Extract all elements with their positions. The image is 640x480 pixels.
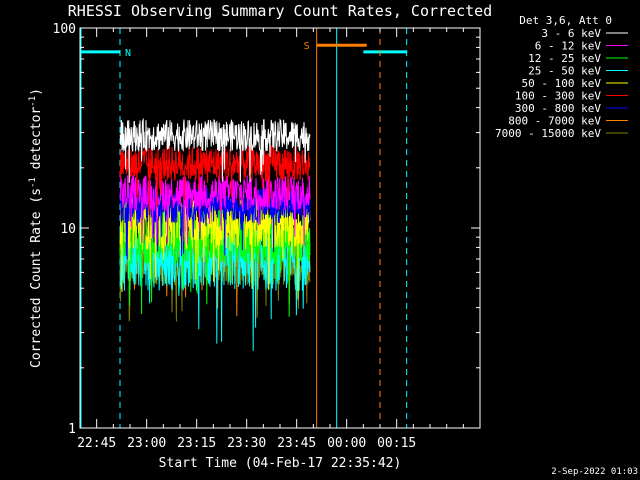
legend-entry-label: 25 - 50 keV [528, 65, 601, 78]
y-axis-label-sup2: -1 [28, 96, 38, 107]
x-tick-label: 00:15 [377, 436, 416, 451]
y-tick-label: 100 [53, 22, 76, 37]
x-axis-label: Start Time (04-Feb-17 22:35:42) [159, 456, 402, 471]
legend-entry-label: 3 - 6 keV [541, 27, 601, 40]
y-axis-label-mid: detector [29, 107, 44, 178]
legend-entry-label: 800 - 7000 keV [508, 115, 601, 128]
series-line [119, 175, 311, 246]
legend-entry-label: 300 - 800 keV [515, 102, 601, 115]
flag-label: S [304, 41, 310, 52]
x-tick-label: 23:30 [227, 436, 266, 451]
x-tick-label: 23:00 [127, 436, 166, 451]
tick-layer: 22:45 23:00 23:15 23:30 23:45 00:00 00:15 1 10 10… [53, 22, 481, 451]
legend-entry-label: 12 - 25 keV [528, 52, 601, 65]
y-axis-label-end: ) [29, 88, 44, 96]
y-tick-label: 1 [68, 422, 76, 437]
x-tick-label: 22:45 [77, 436, 116, 451]
legend-entry-label: 6 - 12 keV [535, 40, 602, 53]
series-line [119, 145, 311, 216]
legend-title: Det 3,6, Att 0 [519, 14, 612, 27]
series-line [119, 117, 311, 184]
y-axis-label-main: Corrected Count Rate (s [29, 188, 44, 368]
x-tick-label: 00:00 [327, 436, 366, 451]
x-tick-label: 23:45 [277, 436, 316, 451]
y-axis-label-sup1: -1 [28, 177, 38, 188]
chart-title: RHESSI Observing Summary Count Rates, Co… [68, 2, 492, 20]
legend-entry-label: 7000 - 15000 keV [495, 127, 601, 140]
y-tick-label: 10 [60, 222, 76, 237]
legend-entry-label: 50 - 100 keV [522, 77, 602, 90]
legend-entry-label: 100 - 300 keV [515, 90, 601, 103]
y-axis-label: Corrected Count Rate (s-1 detector-1) [28, 88, 44, 368]
x-tick-label: 23:15 [177, 436, 216, 451]
timestamp: 2-Sep-2022 01:03 [551, 467, 638, 477]
flag-label: N [125, 48, 131, 59]
series-layer [119, 117, 311, 351]
